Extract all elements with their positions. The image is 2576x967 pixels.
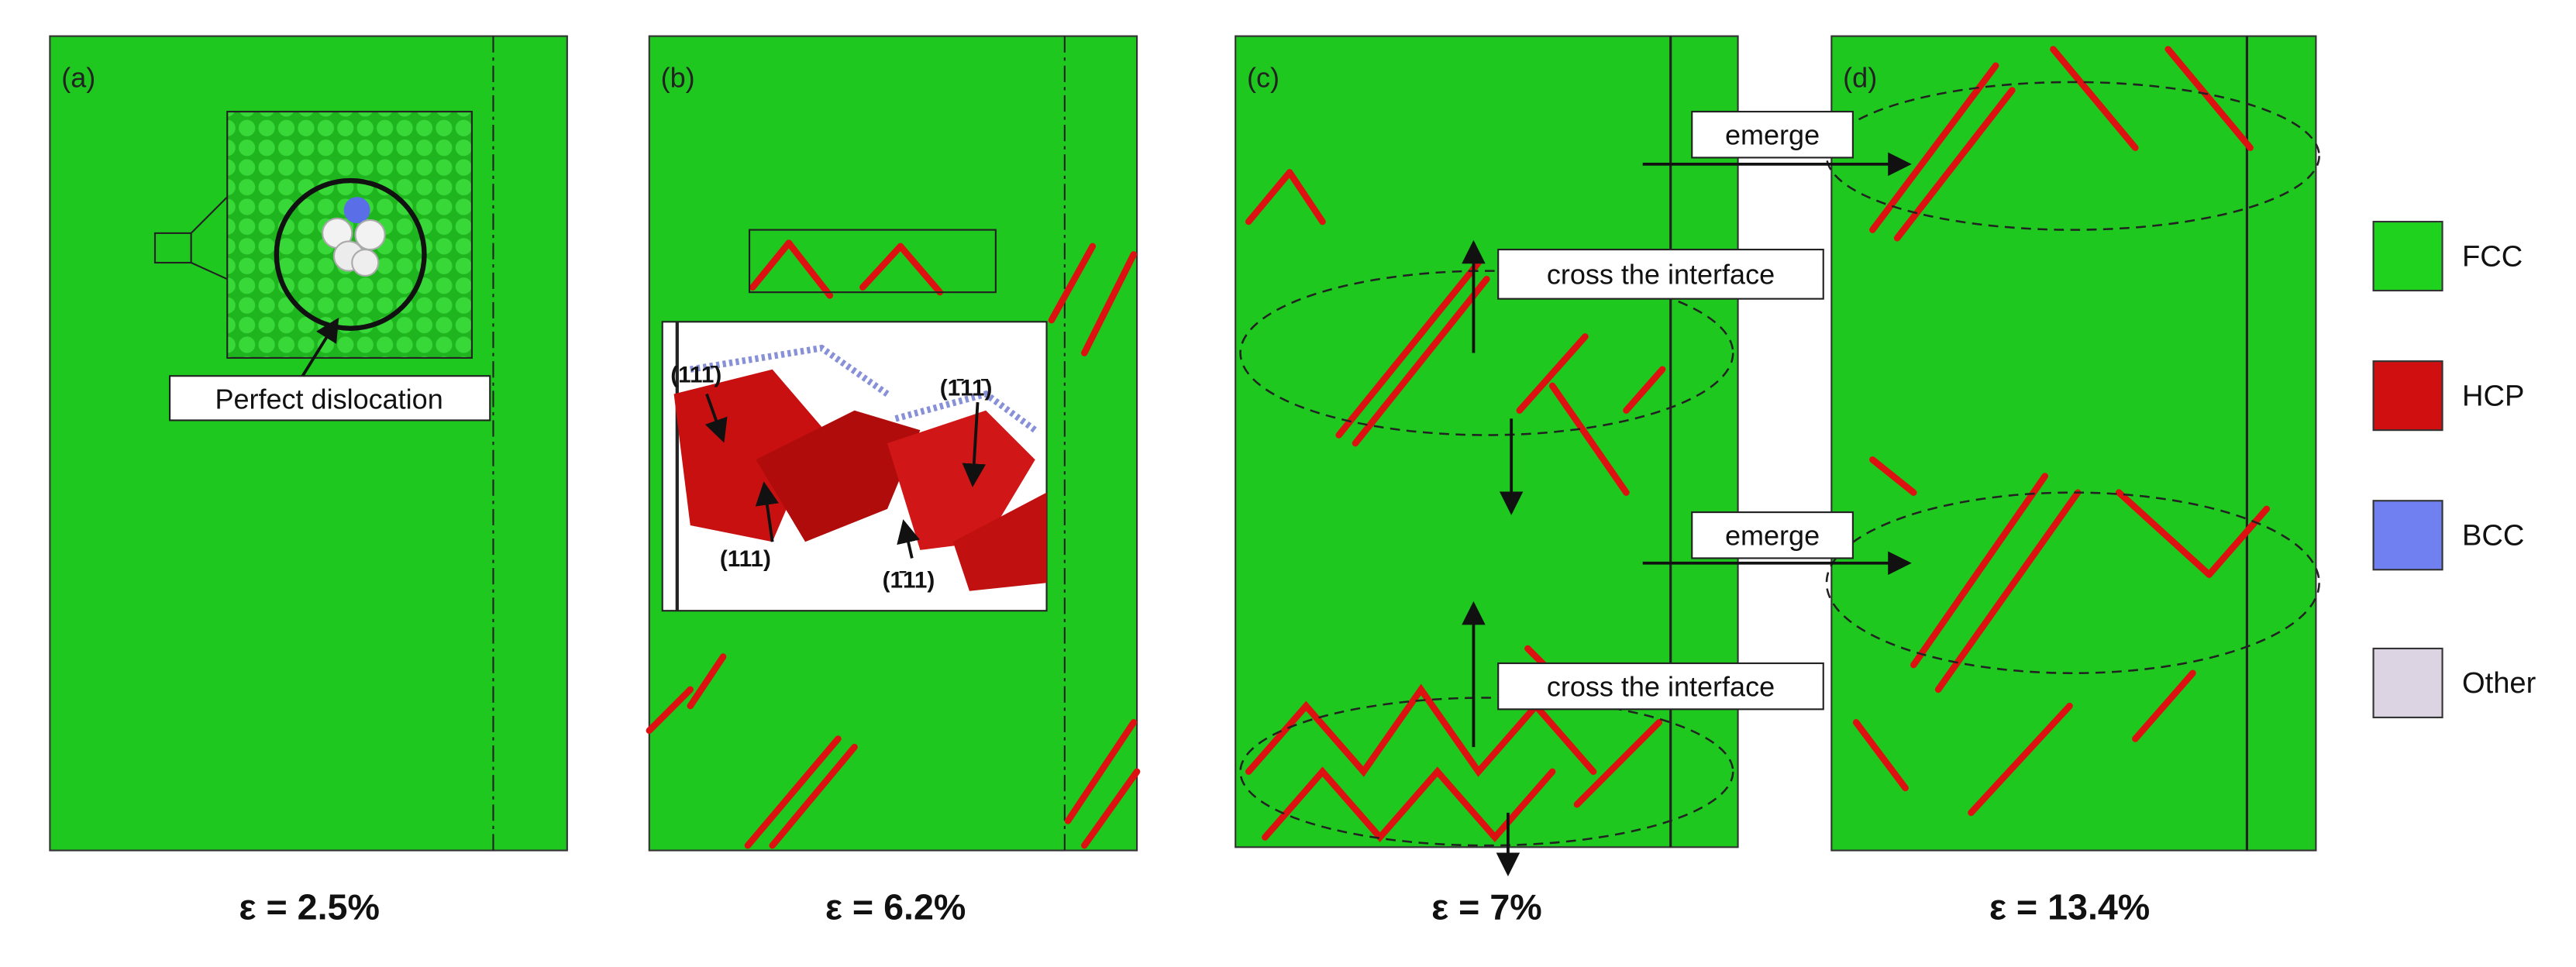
strain-caption: ε = 13.4%: [1989, 887, 2150, 927]
annotation: Perfect dislocation: [215, 384, 443, 415]
strain-caption: ε = 6.2%: [825, 887, 966, 927]
strain-caption: ε = 2.5%: [239, 887, 379, 927]
legend-label: BCC: [2462, 518, 2525, 552]
annotation: cross the interface: [1547, 670, 1775, 702]
panel-label: (d): [1843, 61, 1877, 93]
panel-c: cross the interface cross the interface …: [1235, 35, 1824, 877]
legend-label: FCC: [2462, 239, 2523, 273]
legend-swatch: [2372, 360, 2443, 432]
legend-swatch: [2372, 647, 2443, 718]
panel-d: emerge emerge (d): [1642, 35, 2320, 852]
legend-label: HCP: [2462, 379, 2525, 412]
annotation: cross the interface: [1547, 259, 1775, 291]
miller-index: (111): [720, 546, 771, 572]
panel-label: (a): [61, 61, 95, 93]
miller-index: (1̄11̄): [940, 376, 993, 401]
annotation: emerge: [1725, 119, 1820, 150]
panel-b: (111̄) (1̄11̄) (111) (1̄11) (b): [646, 35, 1141, 852]
panel-a: Perfect dislocation (a): [49, 35, 568, 852]
ring: [274, 177, 427, 331]
annotation: emerge: [1725, 519, 1820, 551]
panel-label: (c): [1247, 61, 1279, 93]
legend: FCC HCP BCC Other: [2372, 220, 2536, 718]
legend-swatch: [2372, 500, 2443, 571]
zoom-box: [153, 232, 192, 264]
miller-index: (111̄): [670, 363, 721, 388]
legend-swatch: [2372, 220, 2443, 292]
miller-index: (1̄11): [883, 568, 935, 594]
strain-caption: ε = 7%: [1431, 887, 1542, 927]
panel-label: (b): [661, 61, 695, 93]
arrow: [298, 317, 339, 382]
legend-label: Other: [2462, 666, 2536, 700]
